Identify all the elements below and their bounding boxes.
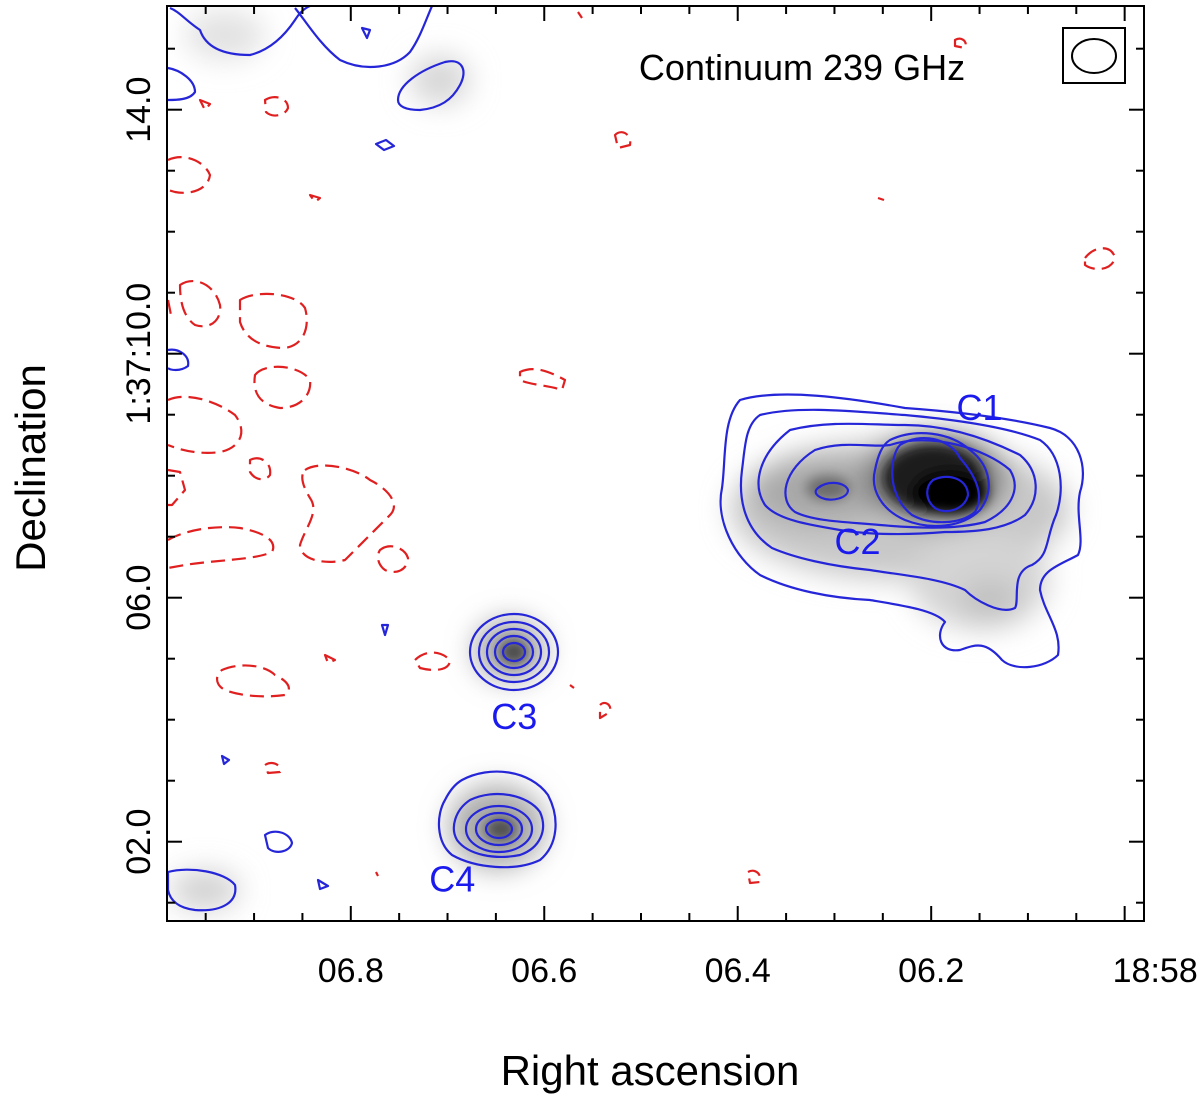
- x-axis-label: Right ascension: [501, 1047, 800, 1094]
- source-labels: C1 C2 C3 C4: [429, 387, 1002, 900]
- y-tick-label: 06.0: [120, 565, 158, 631]
- contours-positive-minor: [167, 6, 465, 912]
- y-axis-label: Declination: [7, 364, 54, 572]
- x-axis-ticks: [204, 6, 1126, 921]
- beam-ellipse: [1071, 38, 1117, 74]
- y-axis-tick-labels: 02.0 06.0 1:37:10.0 14.0: [120, 77, 158, 875]
- y-axis-ticks: [167, 47, 1144, 904]
- contours-c1-c2: [719, 393, 1084, 669]
- source-label-c3: C3: [491, 696, 537, 737]
- chart-title: Continuum 239 GHz: [639, 47, 965, 88]
- x-tick-label: 18:58:06.0: [1113, 952, 1200, 990]
- x-tick-label: 06.8: [318, 952, 384, 990]
- y-tick-label: 1:37:10.0: [120, 283, 158, 425]
- beam-indicator: [1062, 27, 1126, 84]
- contours-negative: [167, 11, 1117, 885]
- x-tick-label: 06.6: [511, 952, 577, 990]
- contours: [167, 6, 1117, 912]
- y-tick-label: 02.0: [120, 809, 158, 875]
- x-tick-label: 06.2: [898, 952, 964, 990]
- contours-c3: [468, 612, 560, 692]
- plot-frame: [166, 5, 1145, 922]
- source-label-c4: C4: [429, 859, 475, 900]
- source-label-c1: C1: [957, 387, 1003, 428]
- source-label-c2: C2: [834, 521, 880, 562]
- x-tick-label: 06.4: [705, 952, 771, 990]
- x-axis-tick-labels: 06.8 06.6 06.4 06.2 18:58:06.0: [318, 952, 1200, 990]
- intensity-map: [170, 10, 1070, 910]
- contours-c4: [437, 770, 557, 869]
- y-tick-label: 14.0: [120, 77, 158, 143]
